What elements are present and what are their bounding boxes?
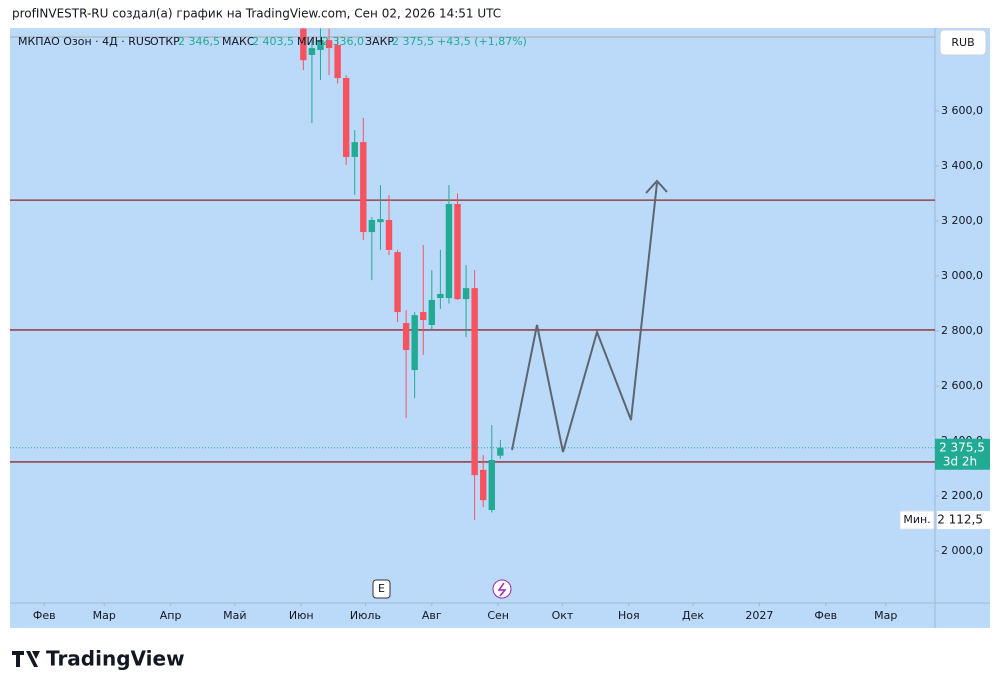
candle-body [360,142,367,233]
x-tick-label: Сен [487,609,509,622]
candle-body [394,252,401,313]
plot [10,28,935,521]
min-label: Мин. [903,513,930,526]
candle-body [445,203,453,299]
candle-body [385,219,393,250]
y-tick-label: 3 400,0 [941,159,983,172]
arrow-head [645,179,668,194]
dividend-icon[interactable] [492,579,512,599]
min-value-box [937,511,990,530]
x-tick-label: Мар [93,609,116,622]
candle-body [497,447,504,456]
currency-button[interactable] [939,29,987,56]
x-tick-label: Окт [552,609,574,622]
candle-body [334,45,341,79]
earnings-marker[interactable]: E [378,582,385,595]
header-label: ОТКР [150,35,180,48]
header-label: МАКС [222,35,255,48]
candle-body [377,219,384,223]
x-tick-label: Ноя [618,609,640,622]
candle-body [342,78,350,157]
header-change: +43,5 (+1,87%) [437,35,527,48]
x-tick-label: Фев [33,609,56,622]
candle-body [471,288,478,476]
x-tick-label: Июн [289,609,314,622]
lightning [497,582,507,597]
x-tick-label: Авг [422,609,442,622]
candle-body [437,293,444,299]
earnings-badge[interactable] [372,579,391,599]
x-tick-label: Апр [160,609,182,622]
header-value: 2 336,0 [322,35,364,48]
x-tick-label: Дек [682,609,704,622]
y-tick-label: 3 200,0 [941,214,983,227]
currency[interactable]: RUB [951,36,974,49]
header-value: 2 346,5 [178,35,220,48]
caption: profINVESTR-RU создал(а) график на Tradi… [12,7,501,21]
x-tick-label: Фев [814,609,837,622]
candle-body [368,219,376,233]
candle-body [428,299,436,325]
candle-body [300,28,307,61]
header-value: 2 375,5 [392,35,434,48]
forecast-drawing [511,182,658,453]
candle-body [488,460,495,511]
candle-body [420,312,427,321]
header-label: МИН [297,35,323,48]
symbol: МКПАО Озон · 4Д · RUS [18,35,151,48]
candle-body [325,40,333,49]
logo-mark [12,651,40,667]
brand: TradingView [46,647,185,671]
x-tick-label: 2027 [745,609,773,622]
y-tick-label: 3 600,0 [941,104,983,117]
candle-body [317,40,324,50]
x-tick-label: Мар [874,609,897,622]
last-price-box [935,438,990,470]
candle-body [454,203,461,300]
candle-body [351,142,358,157]
candle-body [462,288,470,300]
y-tick-label: 2 000,0 [941,544,983,557]
y-tick-label: 3 000,0 [941,269,983,282]
y-tick-label: 2 200,0 [941,489,983,502]
candle-body [308,48,316,55]
y-tick-label: 2 600,0 [941,379,983,392]
header-label: ЗАКР [365,35,394,48]
candle-body [480,469,487,501]
chart-panel [10,28,990,628]
min-box [899,510,935,530]
countdown: 3d 2h [943,454,977,468]
x-tick-label: Июль [350,609,381,622]
candle-body [411,315,418,371]
y-tick-label: 2 800,0 [941,324,983,337]
x-tick-label: Май [223,609,246,622]
header-value: 2 403,5 [252,35,294,48]
min-value-label: 2 112,5 [937,513,983,527]
last-price-label: 2 375,5 [939,440,985,454]
candle-body [402,323,410,351]
